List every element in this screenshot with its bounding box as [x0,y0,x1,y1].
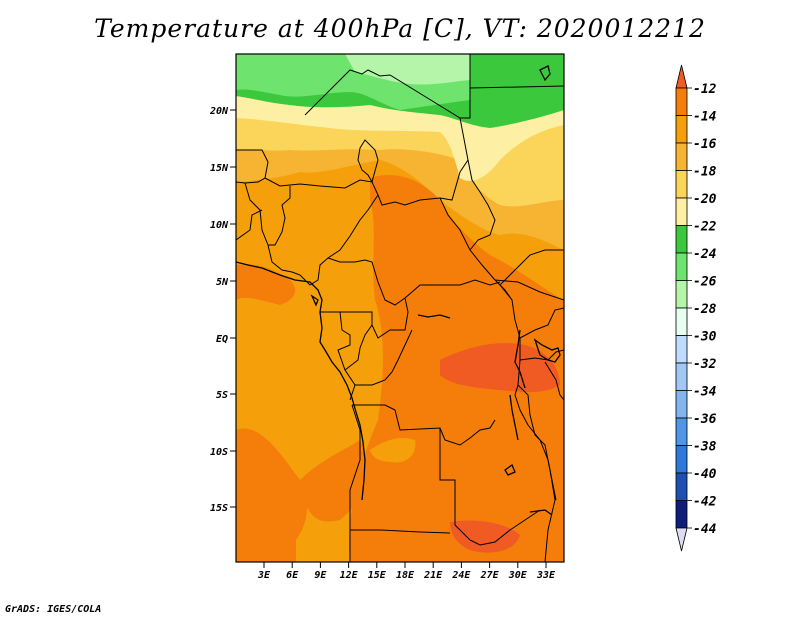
lon-label: 21E [423,570,443,581]
colorbar-swatch [675,252,688,281]
colorbar-label: -18 [693,165,717,180]
field-warmest-region [440,343,560,393]
colorbar-top-arrow [675,64,688,89]
field-band-28 [345,54,470,85]
colorbar-swatch [675,362,688,391]
field-warm-southwest [236,428,308,562]
colorbar-swatch [675,390,688,419]
lon-label: 30E [508,570,528,581]
colorbar-label: -16 [693,137,717,152]
lat-label: 15N [210,163,229,174]
colorbar-swatch [675,500,688,529]
chart-title: Temperature at 400hPa [C], VT: 202001221… [94,14,706,43]
lon-label: 27E [480,570,500,581]
colorbar-swatch [675,197,688,226]
lon-label: 24E [451,570,471,581]
colorbar-label: -36 [693,412,717,427]
colorbar-bottom-arrow [675,527,688,552]
latitude-axis: 20N 15N 10N 5N EQ 5S 10S 15S [209,106,236,514]
colorbar-label: -42 [693,495,717,510]
colorbar-label: -40 [693,467,717,482]
colorbar-label: -24 [693,247,717,262]
colorbar-label: -38 [693,440,717,455]
lat-label: 5S [216,390,228,401]
lon-label: 9E [314,570,327,581]
field-warmest-south [450,520,520,553]
lat-label: 5N [216,277,229,288]
lat-label: 10N [210,220,229,231]
colorbar: -12 -14 -16 -18 -20 -22 -24 -26 -28 -30 -32 -34 -36 -… [675,64,717,552]
colorbar-swatch [675,225,688,254]
longitude-axis: 3E 6E 9E 12E 15E 18E 21E 24E 27E 30E 33E [257,562,556,581]
lon-label: 15E [368,570,387,581]
colorbar-swatch [675,445,688,474]
colorbar-swatch [675,307,688,336]
colorbar-swatch [675,417,688,446]
colorbar-label: -22 [693,220,717,235]
field-cool-patch [370,438,416,463]
colorbar-label: -20 [693,192,717,207]
colorbar-label: -30 [693,330,717,345]
colorbar-swatch [675,472,688,501]
colorbar-swatch [675,280,688,309]
coastlines-and-lakes [236,65,561,516]
colorbar-label: -34 [693,385,717,400]
lon-label: 33E [536,570,556,581]
lat-label: 20N [209,106,229,117]
colorbar-label: -44 [693,522,717,537]
colorbar-swatch [675,115,688,144]
colorbar-label: -14 [693,110,717,125]
lat-label: EQ [216,334,228,345]
lat-label: 10S [210,447,228,458]
lon-label: 18E [396,570,415,581]
country-borders [236,54,564,562]
temperature-field [236,54,564,562]
lon-label: 12E [340,570,359,581]
colorbar-swatch [675,142,688,171]
lat-label: 15S [210,503,228,514]
colorbar-label: -32 [693,357,717,372]
lon-label: 6E [286,570,299,581]
lon-label: 3E [257,570,271,581]
colorbar-swatch [675,87,688,116]
colorbar-label: -26 [693,275,717,290]
colorbar-label: -12 [693,82,717,97]
grads-credit: GrADS: IGES/COLA [5,604,102,615]
colorbar-swatch [675,335,688,364]
map-frame [235,53,565,563]
colorbar-swatch [675,170,688,199]
colorbar-label: -28 [693,302,717,317]
